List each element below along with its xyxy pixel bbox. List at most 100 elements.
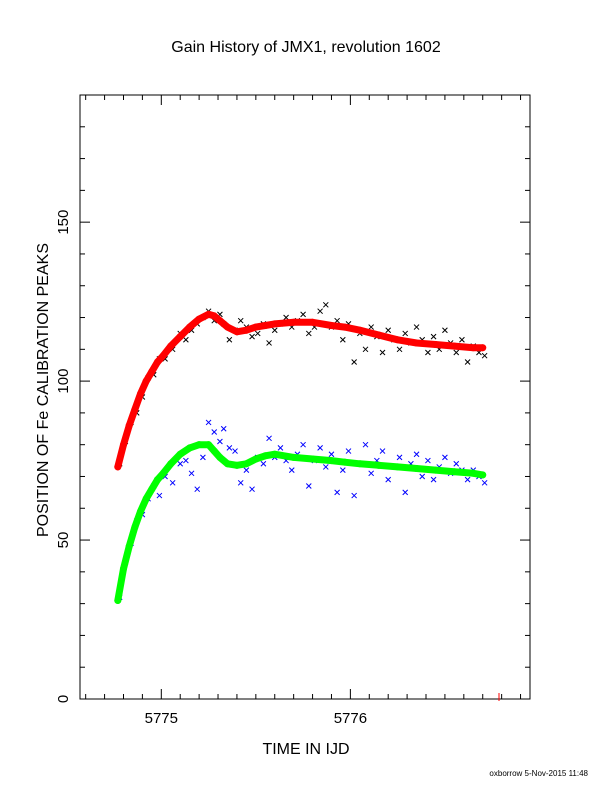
data-point: [223, 460, 231, 468]
data-point: [186, 444, 194, 452]
data-point: [379, 448, 386, 454]
data-point: [217, 438, 223, 445]
data-point: [119, 441, 127, 449]
data-point: [375, 331, 383, 339]
data-point: [481, 352, 488, 359]
data-point: [205, 310, 213, 318]
data-point: [167, 460, 175, 468]
data-point: [450, 468, 458, 476]
data-point: [396, 346, 403, 353]
data-point: [211, 429, 218, 435]
data-point: [131, 406, 139, 414]
data-point: [137, 390, 145, 398]
data-point: [327, 457, 335, 465]
data-point: [156, 492, 163, 499]
data-point: [254, 330, 261, 337]
data-point: [469, 469, 477, 477]
data-point: [469, 344, 477, 352]
data-point: [430, 476, 437, 483]
data-point: [413, 324, 420, 330]
data-point: [481, 479, 488, 486]
data-point: [334, 489, 340, 496]
data-point: [266, 340, 272, 346]
data-point: [453, 460, 460, 467]
data-point: [419, 473, 426, 480]
data-point: [328, 451, 335, 458]
data-point: [249, 486, 255, 493]
data-point: [167, 342, 175, 350]
data-point: [356, 326, 364, 334]
data-point: [142, 377, 150, 385]
data-point: [154, 358, 162, 366]
x-tick-label: 5776: [334, 710, 367, 727]
data-point: [309, 455, 317, 463]
data-point: [148, 368, 156, 376]
y-tick-label: 150: [55, 210, 72, 235]
data-point: [385, 476, 392, 483]
data-point: [341, 458, 349, 466]
data-point: [305, 330, 312, 337]
data-point: [205, 441, 213, 449]
data-point: [339, 467, 346, 473]
data-point: [176, 450, 184, 458]
data-point: [154, 476, 162, 484]
data-point: [243, 467, 250, 473]
data-point: [188, 470, 195, 477]
data-point: [394, 463, 402, 471]
x-axis-label: TIME IN IJD: [262, 741, 349, 758]
data-point: [479, 471, 487, 479]
data-point: [232, 448, 238, 454]
data-point: [205, 419, 212, 426]
data-point: [464, 476, 471, 483]
data-point: [345, 448, 352, 454]
data-point: [453, 349, 460, 356]
data-point: [242, 326, 250, 334]
x-axis-ticks: 5775 5776: [85, 95, 522, 727]
data-point: [341, 323, 349, 331]
data-point: [425, 457, 431, 464]
data-point: [300, 441, 306, 448]
data-point: [277, 445, 284, 451]
data-point: [114, 596, 122, 604]
data-point: [186, 323, 194, 331]
data-point: [169, 479, 176, 486]
data-point: [425, 349, 431, 356]
series-layer: [114, 301, 488, 604]
data-point: [339, 336, 346, 343]
y-axis-ticks: 0 50 100 150: [55, 126, 530, 703]
data-point: [226, 445, 233, 451]
chart-title: Gain History of JMX1, revolution 1602: [171, 39, 441, 56]
data-point: [464, 359, 471, 365]
series-2: [116, 301, 488, 467]
data-point: [351, 492, 358, 499]
data-point: [261, 452, 269, 460]
data-point: [177, 460, 184, 467]
data-point: [242, 460, 250, 468]
data-point: [351, 359, 358, 365]
data-point: [195, 315, 203, 323]
data-point: [159, 352, 167, 360]
data-point: [450, 342, 458, 350]
data-point: [327, 321, 335, 329]
data-point: [402, 330, 409, 337]
data-point: [283, 314, 289, 321]
data-point: [220, 425, 227, 432]
data-point: [125, 542, 133, 550]
data-point: [375, 461, 383, 469]
data-point: [442, 327, 448, 334]
data-point: [402, 489, 409, 496]
data-point: [356, 460, 364, 468]
data-point: [125, 422, 133, 430]
data-point: [413, 339, 421, 347]
data-point: [131, 523, 139, 531]
data-point: [183, 336, 189, 343]
y-axis-label: POSITION OF Fe CALIBRATION PEAKS: [35, 243, 52, 537]
data-point: [252, 455, 260, 463]
data-point: [368, 324, 375, 330]
data-point: [223, 323, 231, 331]
data-point: [137, 507, 145, 515]
data-point: [271, 450, 279, 458]
data-point: [431, 341, 439, 349]
data-point: [479, 344, 487, 352]
data-point: [142, 495, 150, 503]
